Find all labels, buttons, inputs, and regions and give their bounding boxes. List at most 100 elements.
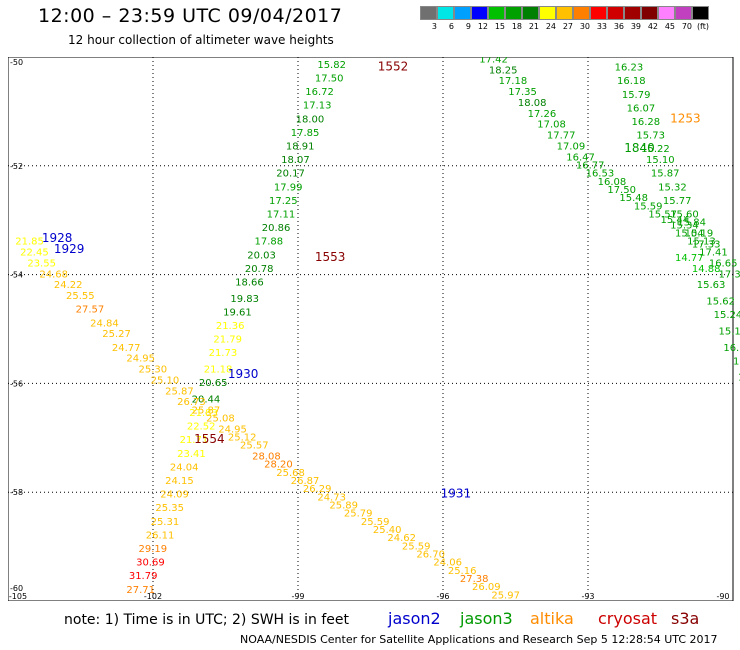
wave-height-label: 16.72 bbox=[305, 87, 334, 98]
wave-height-label: 15.84 bbox=[677, 218, 706, 229]
scale-swatch bbox=[437, 6, 454, 20]
scale-swatch bbox=[590, 6, 607, 20]
wave-height-label: 24.73 bbox=[317, 492, 346, 503]
scale-label: 6 bbox=[448, 22, 454, 31]
time-label: 1840 bbox=[624, 141, 655, 155]
wave-height-label: 15.87 bbox=[651, 169, 680, 180]
wave-height-label: 21.83 bbox=[189, 408, 218, 419]
wave-height-label: 15.63 bbox=[697, 280, 726, 291]
wave-height-label: 15.73 bbox=[636, 131, 665, 142]
wave-height-label: 24.09 bbox=[160, 490, 189, 501]
scale-label: 42 bbox=[647, 22, 658, 31]
wave-height-label: 26.11 bbox=[146, 530, 175, 541]
wave-height-label: 18.08 bbox=[518, 98, 547, 109]
scale-label: 45 bbox=[664, 22, 675, 31]
wave-height-label: 25.87 bbox=[192, 405, 221, 416]
wave-height-label: 17.99 bbox=[274, 182, 303, 193]
scale-label: 70 bbox=[681, 22, 692, 31]
wave-height-label: 17.26 bbox=[528, 109, 557, 120]
wave-height-label: 23.41 bbox=[177, 449, 206, 460]
time-label: 1552 bbox=[378, 60, 409, 74]
wave-height-label: 25.16 bbox=[448, 566, 477, 577]
wave-height-label: 15.19 bbox=[685, 229, 714, 240]
wave-height-label: 25.31 bbox=[151, 517, 180, 528]
wave-height-label: 17.41 bbox=[699, 248, 728, 259]
wave-height-label: 16.47 bbox=[566, 152, 595, 163]
color-scale bbox=[420, 6, 709, 20]
x-tick-label: -93 bbox=[581, 592, 594, 601]
y-tick-label: -50 bbox=[10, 58, 23, 67]
wave-height-label: 15.60 bbox=[670, 209, 699, 220]
wave-height-label: 24.77 bbox=[112, 343, 141, 354]
wave-height-label: 25.08 bbox=[206, 413, 235, 424]
wave-height-label: 20.03 bbox=[247, 250, 276, 261]
wave-height-label: 28.08 bbox=[252, 452, 281, 463]
wave-height-label: 17.50 bbox=[315, 73, 344, 84]
wave-height-label: 20.86 bbox=[262, 223, 291, 234]
scale-label: 30 bbox=[579, 22, 590, 31]
y-tick-label: -58 bbox=[10, 488, 23, 497]
scale-swatch bbox=[539, 6, 556, 20]
scale-swatch bbox=[675, 6, 692, 20]
wave-height-label: 25.10 bbox=[151, 375, 180, 386]
wave-height-label: 17.08 bbox=[537, 120, 566, 131]
wave-height-label: 16.77 bbox=[576, 161, 605, 172]
wave-height-label: 16.31 bbox=[723, 343, 740, 354]
y-tick-label: -54 bbox=[10, 271, 23, 280]
wave-height-label: 31.79 bbox=[129, 571, 158, 582]
wave-height-label: 25.59 bbox=[402, 541, 431, 552]
wave-height-label: 25.27 bbox=[102, 329, 131, 340]
scale-swatch bbox=[522, 6, 539, 20]
scale-label: 21 bbox=[528, 22, 539, 31]
wave-height-label: 21.79 bbox=[213, 335, 242, 346]
scale-label: 24 bbox=[545, 22, 556, 31]
wave-height-label: 15.48 bbox=[619, 193, 648, 204]
wave-height-label: 17.88 bbox=[255, 237, 284, 248]
wave-height-label: 25.35 bbox=[155, 503, 184, 514]
wave-height-label: 15.79 bbox=[622, 90, 651, 101]
wave-height-label: 17.77 bbox=[547, 131, 576, 142]
scale-swatch bbox=[624, 6, 641, 20]
wave-height-label: 15.44 bbox=[661, 215, 690, 226]
figure-subtitle: 12 hour collection of altimeter wave hei… bbox=[68, 33, 334, 47]
wave-height-label: 15.57 bbox=[648, 209, 677, 220]
y-tick-label: -56 bbox=[10, 379, 23, 388]
note-text: note: 1) Time is in UTC; 2) SWH is in fe… bbox=[64, 612, 350, 628]
wave-height-label: 17.18 bbox=[499, 76, 528, 87]
wave-height-label: 20.65 bbox=[199, 378, 228, 389]
x-tick-label: -102 bbox=[144, 592, 162, 601]
time-label: 1554 bbox=[194, 432, 225, 446]
wave-height-label: 16.65 bbox=[709, 258, 738, 269]
time-label: 1551 bbox=[378, 57, 409, 59]
x-tick-label: -90 bbox=[716, 592, 729, 601]
scale-swatch bbox=[420, 6, 437, 20]
wave-height-label: 23.55 bbox=[27, 258, 56, 269]
wave-height-label: 24.68 bbox=[39, 269, 68, 280]
wave-height-label: 15.24 bbox=[714, 310, 740, 321]
wave-height-label: 24.06 bbox=[433, 558, 462, 569]
y-tick-label: -60 bbox=[10, 584, 23, 593]
wave-height-label: 25.59 bbox=[361, 517, 390, 528]
y-tick-label: -52 bbox=[10, 162, 23, 171]
legend-altika: altika bbox=[530, 609, 574, 628]
wave-height-label: 22.52 bbox=[187, 422, 216, 433]
time-label: 1553 bbox=[315, 250, 346, 264]
wave-height-label: 25.68 bbox=[276, 468, 305, 479]
figure-title: 12:00 – 23:59 UTC 09/04/2017 bbox=[38, 5, 343, 27]
scale-label: 3 bbox=[431, 22, 437, 31]
wave-height-label: 16.18 bbox=[617, 76, 646, 87]
wave-height-label: 19.83 bbox=[230, 294, 259, 305]
wave-height-label: 20.44 bbox=[192, 394, 221, 405]
wave-height-label: 18.07 bbox=[281, 155, 310, 166]
wave-height-label: 17.25 bbox=[269, 196, 298, 207]
wave-height-label: 18.91 bbox=[286, 141, 315, 152]
wave-height-label: 19.61 bbox=[223, 307, 252, 318]
wave-height-label: 15.10 bbox=[719, 326, 740, 337]
wave-height-label: 25.55 bbox=[66, 291, 95, 302]
wave-height-label: 15.32 bbox=[658, 182, 687, 193]
wave-height-label: 21.18 bbox=[204, 365, 233, 376]
scale-label: 33 bbox=[596, 22, 607, 31]
wave-height-label: 25.79 bbox=[344, 509, 373, 520]
scale-label: 18 bbox=[511, 22, 522, 31]
